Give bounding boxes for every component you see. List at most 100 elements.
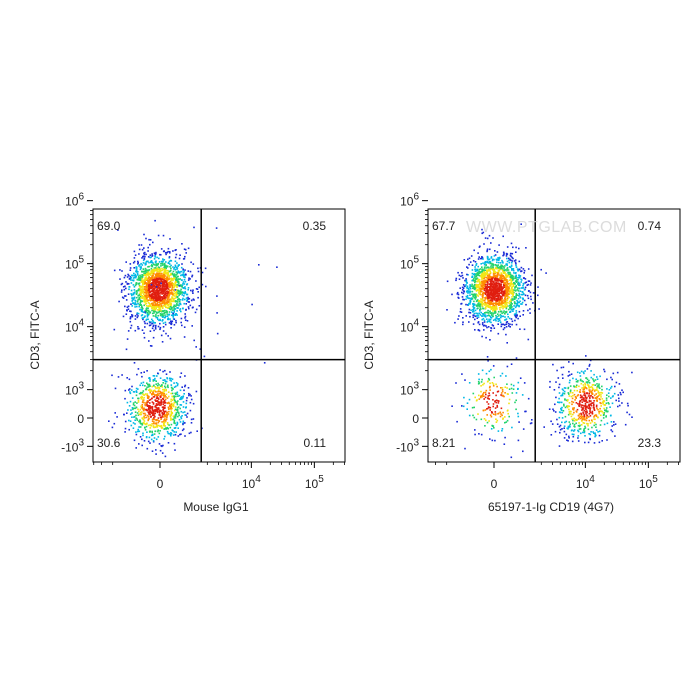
- event-dot: [160, 305, 163, 307]
- event-dot: [169, 308, 171, 310]
- event-dot: [140, 310, 143, 313]
- event-dot: [149, 402, 151, 404]
- event-dot: [489, 312, 492, 314]
- event-dot: [585, 377, 587, 379]
- event-dot: [469, 315, 471, 318]
- event-dot: [146, 409, 148, 412]
- event-dot: [515, 408, 517, 411]
- event-dot: [160, 303, 162, 305]
- event-dot: [183, 274, 186, 277]
- event-dot: [482, 292, 484, 295]
- event-dot: [582, 415, 584, 418]
- event-dot: [508, 415, 510, 418]
- event-dot: [516, 287, 519, 289]
- event-dot: [175, 249, 177, 251]
- event-dot: [520, 223, 522, 225]
- event-dot: [463, 396, 465, 399]
- event-dot: [155, 315, 157, 317]
- event-dot: [159, 390, 161, 393]
- event-dot: [483, 418, 486, 420]
- event-dot: [486, 294, 489, 296]
- event-dot: [173, 419, 176, 422]
- event-dot: [489, 272, 492, 274]
- event-dot: [164, 321, 167, 324]
- event-dot: [580, 424, 583, 426]
- event-dot: [490, 292, 492, 295]
- event-dot: [144, 301, 146, 303]
- event-dot: [152, 285, 154, 287]
- event-dot: [161, 267, 163, 270]
- event-dot: [156, 375, 158, 377]
- event-dot: [587, 428, 590, 431]
- event-dot: [477, 285, 479, 288]
- event-dot: [198, 305, 201, 307]
- event-dot: [462, 292, 465, 295]
- event-dot: [152, 284, 155, 286]
- event-dot: [504, 295, 506, 297]
- event-dot: [179, 302, 182, 305]
- event-dot: [475, 277, 478, 280]
- event-dot: [146, 307, 148, 309]
- event-dot: [488, 258, 491, 260]
- event-dot: [134, 303, 136, 306]
- event-dot: [179, 292, 182, 294]
- event-dot: [155, 251, 157, 254]
- event-dot: [483, 271, 485, 273]
- event-dot: [461, 296, 464, 298]
- event-dot: [494, 306, 497, 308]
- event-dot: [183, 389, 185, 392]
- event-dot: [149, 385, 151, 387]
- event-dot: [160, 401, 163, 404]
- event-dot: [501, 268, 504, 270]
- event-dot: [137, 271, 139, 273]
- event-dot: [169, 270, 171, 273]
- event-dot: [467, 292, 469, 294]
- event-dot: [490, 290, 492, 292]
- event-dot: [147, 291, 149, 294]
- event-dot: [177, 395, 179, 397]
- event-dot: [156, 267, 159, 270]
- event-dot: [502, 307, 504, 310]
- event-dot: [564, 406, 567, 409]
- event-dot: [481, 335, 483, 338]
- event-dot: [175, 395, 177, 398]
- event-dot: [522, 314, 524, 316]
- event-dot: [514, 287, 516, 289]
- event-dot: [483, 289, 486, 292]
- event-dot: [471, 290, 474, 293]
- event-dot: [478, 394, 480, 397]
- event-dot: [149, 409, 151, 411]
- event-dot: [489, 287, 491, 289]
- event-dot: [143, 407, 145, 409]
- event-dot: [514, 298, 516, 301]
- event-dot: [497, 298, 500, 300]
- event-dot: [497, 303, 499, 305]
- event-dot: [592, 406, 595, 409]
- event-dot: [176, 421, 179, 424]
- event-dot: [152, 403, 155, 405]
- event-dot: [152, 278, 155, 281]
- event-dot: [475, 283, 478, 286]
- event-dot: [481, 256, 484, 259]
- event-dot: [467, 267, 469, 269]
- event-dot: [513, 283, 515, 285]
- event-dot: [142, 318, 144, 321]
- event-dot: [156, 264, 159, 266]
- event-dot: [168, 307, 170, 309]
- event-dot: [195, 288, 198, 290]
- event-dot: [128, 389, 130, 391]
- event-dot: [130, 424, 133, 427]
- event-dot: [148, 324, 151, 327]
- event-dot: [446, 309, 448, 311]
- event-dot: [167, 402, 169, 404]
- event-dot: [515, 312, 518, 314]
- event-dot: [492, 310, 494, 312]
- event-dot: [484, 314, 487, 316]
- event-dot: [508, 388, 511, 390]
- event-dot: [455, 279, 457, 282]
- event-dot: [477, 302, 479, 305]
- event-dot: [502, 306, 504, 308]
- event-dot: [146, 300, 148, 302]
- event-dot: [490, 313, 493, 315]
- event-dot: [142, 400, 144, 402]
